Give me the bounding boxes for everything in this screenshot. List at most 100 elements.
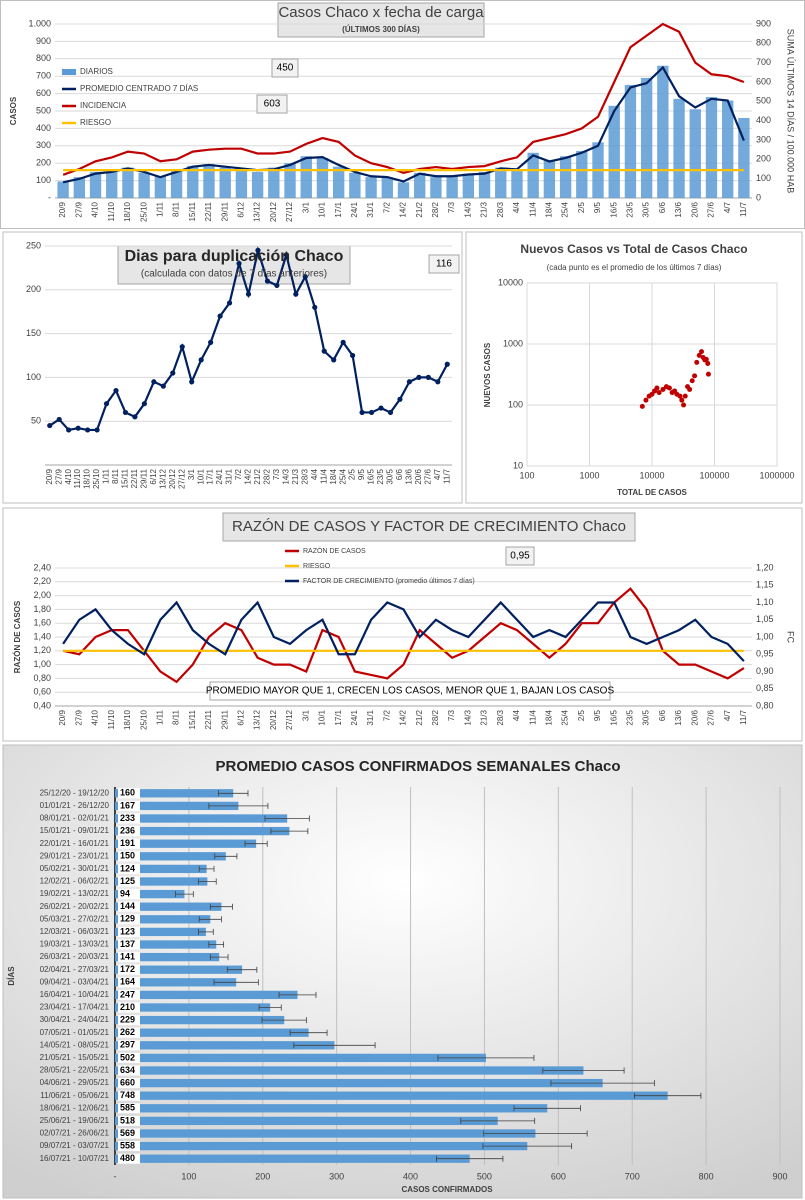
marker	[66, 427, 72, 433]
x-tick-label: 13/6	[674, 201, 683, 217]
value-label-bg	[118, 1052, 140, 1063]
annotation-box	[428, 254, 460, 274]
point	[677, 393, 683, 399]
y-tick-label: 0,60	[33, 687, 51, 697]
x-tick-label: 31/1	[366, 201, 375, 217]
marker	[340, 339, 346, 345]
bar	[722, 100, 734, 198]
value-label-bg	[118, 800, 140, 811]
marker	[435, 379, 441, 385]
x-tick-label: 24/1	[350, 201, 359, 217]
y-tick-label: 1,10	[756, 597, 774, 607]
error-bar	[208, 802, 269, 809]
x-tick-label: 6/12	[237, 201, 246, 217]
x-tick-label: 800	[699, 1171, 714, 1181]
y-axis-label: DÍAS	[7, 966, 16, 986]
value-label: 191	[120, 838, 135, 848]
y-tick-label: 100	[508, 399, 523, 409]
bar	[115, 902, 222, 911]
annotation: 0,95	[510, 551, 530, 562]
x-tick-label: 100	[181, 1171, 196, 1181]
x-tick-label: 6/6	[658, 201, 667, 213]
bar	[115, 1015, 285, 1025]
x-tick-label: 13/6	[674, 709, 683, 725]
x-tick-label: 4/10	[64, 468, 73, 484]
bar	[115, 927, 206, 937]
x-tick-label: 25/10	[139, 201, 148, 222]
value-label-bg	[118, 926, 140, 937]
y2-axis-label: SUMA ÚLTIMOS 14 DÍAS / 100.000 HAB	[786, 29, 796, 193]
y-tick-label: 1,15	[756, 580, 774, 590]
y-tick-label: 2,20	[33, 576, 51, 586]
x-tick-label: 14/2	[244, 468, 253, 484]
y-tick-label: 0,95	[756, 649, 774, 659]
error-bar	[289, 1029, 328, 1036]
y-tick-label: 15/01/21 - 09/01/21	[40, 826, 110, 835]
x-tick-label: 7/2	[382, 201, 391, 213]
value-label: 141	[120, 951, 135, 961]
bar	[624, 84, 637, 198]
bar	[115, 915, 211, 924]
x-tick-label: 18/10	[123, 709, 132, 730]
x-tick-label: 21/3	[480, 201, 489, 217]
bar	[115, 940, 217, 949]
value-label: 167	[120, 800, 135, 810]
value-label: 137	[120, 939, 135, 949]
x-tick-label: 8/11	[172, 201, 181, 217]
y-tick-label: 1000	[503, 338, 523, 348]
bar	[115, 990, 298, 1000]
x-axis-label: CASOS CONFIRMADOS	[401, 1185, 493, 1194]
error-bar	[198, 916, 222, 923]
value-label: 502	[120, 1052, 135, 1062]
marker	[103, 401, 110, 407]
point	[696, 352, 702, 358]
y-tick-label: 1,05	[756, 614, 774, 624]
x-tick-label: 25/4	[561, 201, 570, 217]
bar	[115, 1116, 498, 1126]
bar	[397, 182, 410, 198]
y-tick-label: 09/07/21 - 03/07/21	[40, 1141, 110, 1150]
error-bar	[513, 1105, 581, 1112]
bar	[187, 165, 199, 198]
y-tick-label: 25/12/20 - 19/12/20	[40, 788, 110, 797]
annotation-box	[209, 681, 611, 701]
error-bar	[278, 991, 317, 998]
x-tick-label: 20/12	[269, 709, 278, 730]
error-bar	[264, 815, 310, 822]
error-bar	[436, 1155, 504, 1162]
point	[692, 373, 698, 379]
bar	[430, 177, 442, 198]
bar	[115, 978, 237, 987]
value-label-bg	[118, 914, 140, 925]
marker	[359, 409, 365, 416]
y-tick-label: 700	[36, 71, 51, 81]
y-tick-label: 0,80	[33, 673, 51, 683]
y-tick-label: 16/07/21 - 10/07/21	[40, 1154, 110, 1163]
x-tick-label: 14/3	[463, 709, 472, 725]
y-tick-label: 1,40	[33, 631, 51, 641]
y-tick-label: 800	[36, 53, 51, 63]
bar	[608, 105, 620, 198]
marker	[245, 291, 252, 297]
y-tick-label: 01/01/21 - 26/12/20	[40, 801, 110, 810]
x-tick-label: 11/4	[319, 468, 328, 484]
x-tick-label: 22/11	[204, 201, 213, 221]
y-tick-label: 14/05/21 - 08/05/21	[40, 1040, 110, 1049]
value-label: 94	[120, 888, 130, 898]
point	[660, 386, 666, 392]
y-tick-label: 1,60	[33, 618, 51, 628]
y-tick-label: 28/05/21 - 22/05/21	[40, 1066, 110, 1075]
y-tick-label: 600	[36, 88, 51, 98]
x-tick-label: 9/5	[593, 201, 602, 213]
bar	[115, 965, 243, 974]
marker	[331, 357, 337, 363]
x-tick-label: 7/3	[447, 201, 456, 213]
bar	[115, 1091, 668, 1100]
line	[62, 600, 745, 662]
bar	[115, 801, 239, 811]
y-tick-label: 600	[756, 76, 771, 86]
x-tick-label: 11/10	[73, 468, 82, 488]
marker	[141, 401, 147, 407]
x-tick-label: 16/5	[609, 709, 618, 725]
chart-title: Nuevos Casos vs Total de Casos Chaco	[520, 242, 747, 256]
